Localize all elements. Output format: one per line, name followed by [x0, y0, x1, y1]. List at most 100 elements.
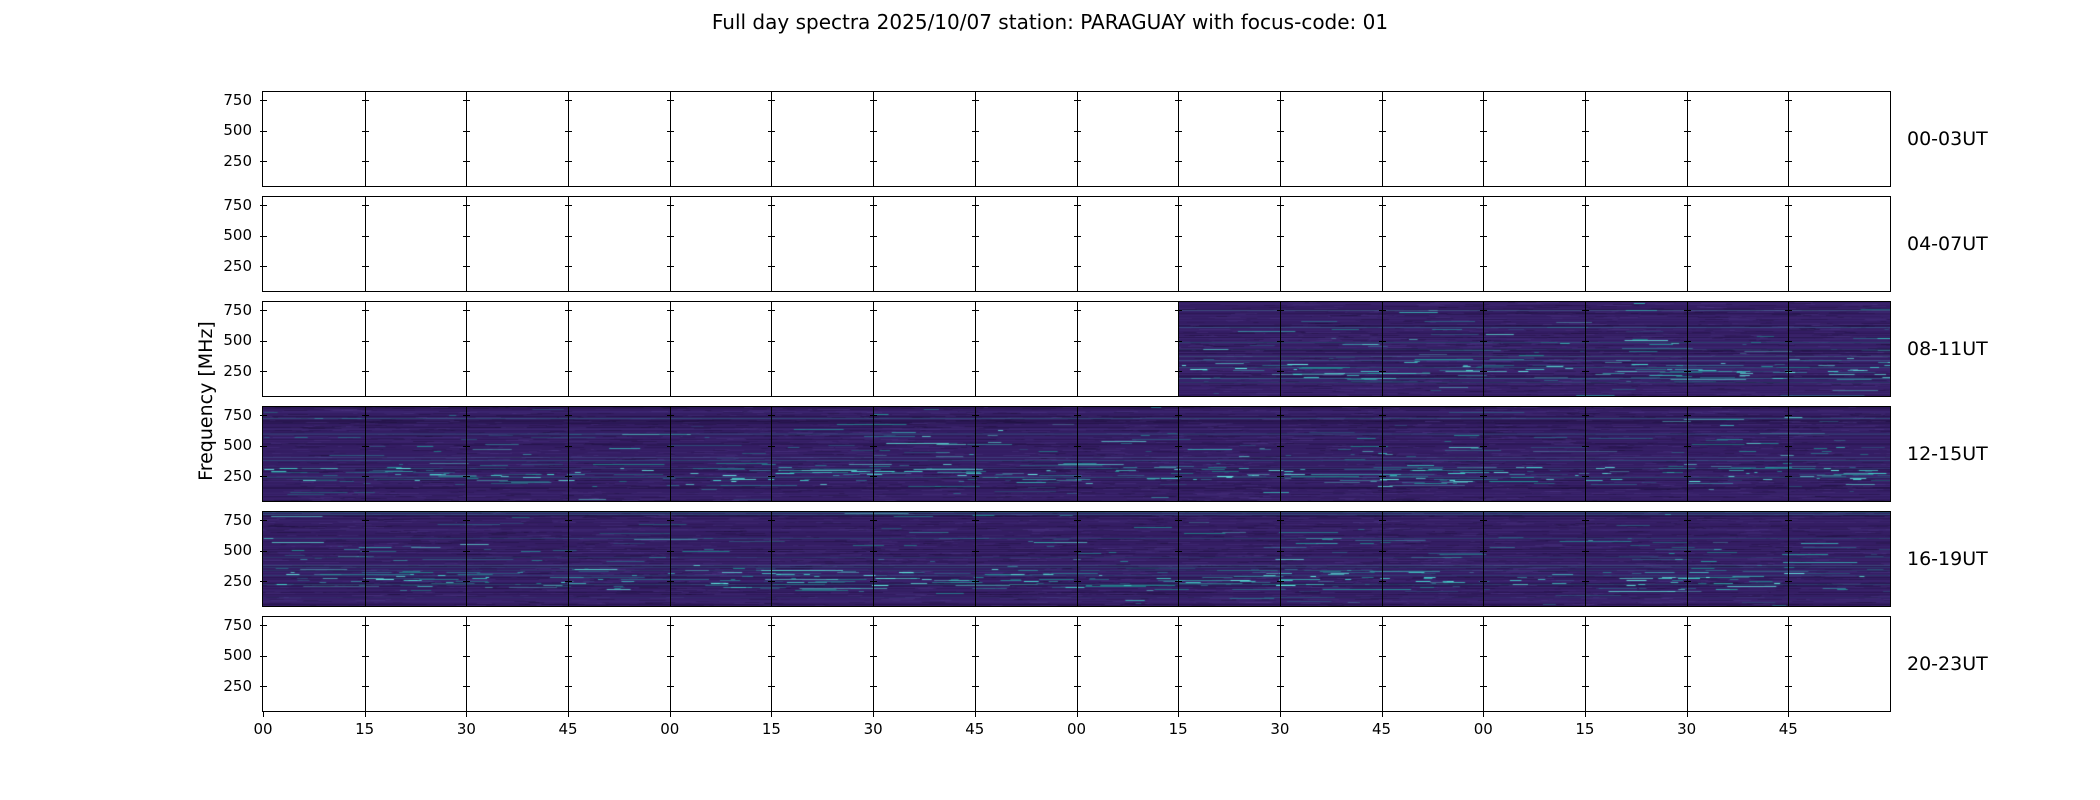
- panel-border: [1483, 302, 1485, 396]
- freq-tick-label: 500: [223, 226, 252, 244]
- freq-tick-mark: [1378, 310, 1386, 311]
- time-tick-label: 00: [660, 720, 680, 738]
- freq-tick-mark: [971, 581, 979, 582]
- panel-border: [974, 617, 976, 711]
- panel-border: [1076, 197, 1078, 291]
- time-tick-mark: [974, 712, 976, 717]
- time-tick-label: 00: [1066, 720, 1087, 738]
- freq-tick-mark: [1683, 520, 1691, 521]
- time-range-label: 16-19UT: [1907, 548, 1988, 570]
- freq-tick-mark: [1175, 205, 1183, 206]
- time-tick-mark: [1584, 712, 1586, 717]
- freq-tick-mark: [768, 551, 776, 552]
- freq-tick-label: 500: [223, 121, 252, 139]
- freq-tick-mark: [768, 656, 776, 657]
- freq-tick-mark: [1785, 581, 1793, 582]
- freq-tick-mark: [260, 161, 267, 162]
- freq-tick-mark: [463, 581, 471, 582]
- freq-tick-mark: [1480, 476, 1488, 477]
- freq-tick-mark: [1581, 625, 1589, 626]
- freq-tick-mark: [666, 131, 674, 132]
- panel-border: [1788, 512, 1790, 606]
- freq-tick-mark: [1276, 341, 1284, 342]
- time-tick-label: 45: [965, 720, 985, 738]
- panel-border: [1381, 92, 1383, 186]
- freq-tick-mark: [361, 581, 369, 582]
- panel-border: [974, 302, 976, 396]
- panel-border: [1381, 302, 1383, 396]
- freq-tick-mark: [1480, 310, 1488, 311]
- freq-tick-mark: [565, 205, 573, 206]
- freq-tick-mark: [666, 310, 674, 311]
- freq-tick-mark: [463, 520, 471, 521]
- freq-tick-mark: [361, 341, 369, 342]
- time-tick-mark: [364, 712, 366, 717]
- freq-tick-label: 750: [223, 91, 252, 109]
- spectra-row-20-23ut: [260, 616, 1891, 712]
- panel-border: [873, 617, 875, 711]
- panel-border: [669, 92, 671, 186]
- freq-tick-mark: [971, 446, 979, 447]
- freq-tick-mark: [565, 446, 573, 447]
- freq-tick-mark: [361, 686, 369, 687]
- panel-border: [1584, 197, 1586, 291]
- panel-border: [1483, 617, 1485, 711]
- freq-tick-mark: [1683, 341, 1691, 342]
- freq-tick-mark: [1073, 341, 1081, 342]
- panel-border: [1381, 512, 1383, 606]
- freq-tick-mark: [971, 310, 979, 311]
- freq-tick-mark: [1276, 310, 1284, 311]
- panel-border: [1686, 92, 1688, 186]
- time-tick-label: 15: [761, 720, 781, 738]
- freq-tick-mark: [666, 100, 674, 101]
- freq-tick-label: 750: [223, 406, 252, 424]
- freq-tick-mark: [1276, 131, 1284, 132]
- time-tick-label: 15: [1168, 720, 1188, 738]
- freq-tick-mark: [1683, 446, 1691, 447]
- freq-tick-mark: [870, 100, 878, 101]
- freq-tick-mark: [1581, 656, 1589, 657]
- freq-tick-mark: [1581, 686, 1589, 687]
- freq-tick-mark: [1785, 656, 1793, 657]
- freq-tick-mark: [1785, 415, 1793, 416]
- freq-tick-mark: [768, 371, 776, 372]
- freq-tick-mark: [463, 100, 471, 101]
- freq-tick-mark: [666, 415, 674, 416]
- panel-border: [568, 302, 570, 396]
- freq-tick-mark: [463, 371, 471, 372]
- panel-border: [1686, 407, 1688, 501]
- freq-tick-mark: [1175, 446, 1183, 447]
- time-tick-mark: [1483, 712, 1485, 717]
- panel-border: [669, 302, 671, 396]
- freq-tick-mark: [1480, 100, 1488, 101]
- freq-tick-mark: [1480, 205, 1488, 206]
- freq-tick-mark: [1073, 100, 1081, 101]
- freq-tick-mark: [1785, 236, 1793, 237]
- panel-border: [1076, 512, 1078, 606]
- freq-tick-mark: [1378, 581, 1386, 582]
- panel-border: [1178, 512, 1180, 606]
- freq-tick-mark: [1378, 415, 1386, 416]
- freq-tick-mark: [666, 625, 674, 626]
- panel-border: [669, 512, 671, 606]
- freq-tick-mark: [971, 131, 979, 132]
- freq-tick-mark: [361, 520, 369, 521]
- panel-border: [1279, 407, 1281, 501]
- freq-tick-mark: [1480, 371, 1488, 372]
- freq-tick-mark: [260, 310, 267, 311]
- freq-tick-mark: [971, 205, 979, 206]
- freq-tick-mark: [1276, 205, 1284, 206]
- panel-border: [1381, 407, 1383, 501]
- freq-tick-mark: [1480, 161, 1488, 162]
- freq-tick-mark: [870, 371, 878, 372]
- freq-tick-mark: [870, 520, 878, 521]
- time-tick-label: 30: [1677, 720, 1697, 738]
- freq-tick-mark: [260, 100, 267, 101]
- freq-tick-mark: [565, 341, 573, 342]
- freq-tick-mark: [1785, 446, 1793, 447]
- freq-tick-mark: [870, 581, 878, 582]
- freq-tick-mark: [870, 415, 878, 416]
- freq-tick-mark: [1073, 520, 1081, 521]
- time-tick-mark: [1686, 712, 1688, 717]
- freq-tick-mark: [1480, 341, 1488, 342]
